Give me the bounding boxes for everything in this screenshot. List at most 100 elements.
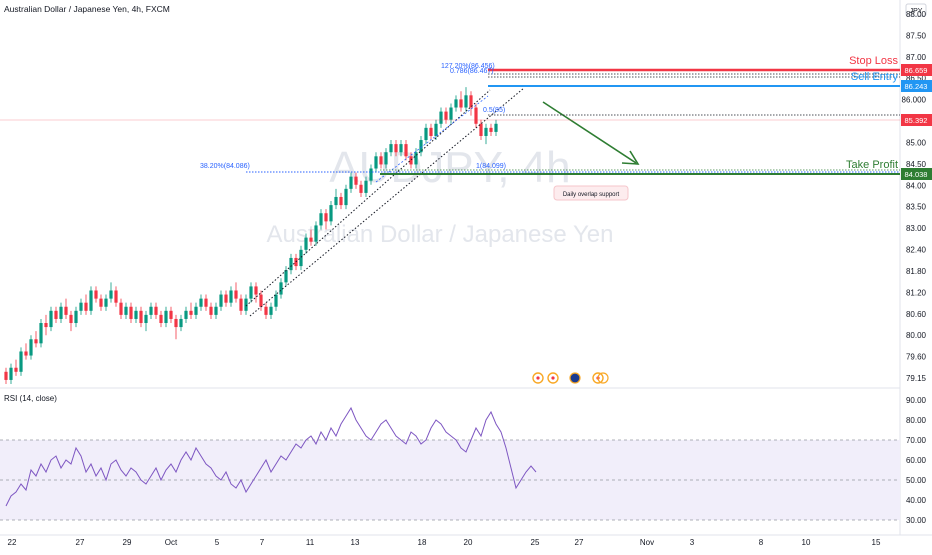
price-tick-label: 79.60 xyxy=(906,353,927,362)
event-marker-5[interactable] xyxy=(597,372,609,384)
candle-body xyxy=(239,298,243,311)
price-tick-label: 83.00 xyxy=(906,224,927,233)
candle-body xyxy=(49,310,53,328)
price-axis[interactable]: 88.0087.5087.0086.5086.00085.5085.0084.5… xyxy=(902,10,927,383)
candle-body xyxy=(459,99,463,108)
take-profit-tag-text: 84.038 xyxy=(905,170,928,179)
candle-body xyxy=(369,168,373,181)
candle-body xyxy=(334,196,338,206)
candle-body xyxy=(289,257,293,271)
candle-body xyxy=(324,213,328,222)
candle-body xyxy=(389,144,393,153)
candle-body xyxy=(409,156,413,165)
candle-body xyxy=(314,225,318,242)
stop-loss-tag[interactable] xyxy=(901,64,932,76)
rsi-tick-label: 90.00 xyxy=(906,396,927,405)
candle-body xyxy=(434,123,438,136)
candle-body xyxy=(44,323,48,328)
rsi-pane[interactable] xyxy=(0,406,900,521)
event-marker-1-dot xyxy=(536,376,540,380)
sell-entry-tag-text: 86.243 xyxy=(905,82,928,91)
candle-body xyxy=(169,310,173,319)
overlays xyxy=(245,87,640,317)
candle-body xyxy=(339,196,343,206)
date-tick-label: 25 xyxy=(531,538,540,547)
channel-inner[interactable] xyxy=(375,95,489,183)
currency-badge[interactable] xyxy=(905,3,927,17)
sell-entry-label[interactable]: Sell Entry xyxy=(851,71,899,83)
candle-body xyxy=(234,290,238,299)
candle-body xyxy=(209,306,213,315)
candle-body xyxy=(59,306,63,319)
price-tick-label: 80.00 xyxy=(906,331,927,340)
date-tick-label: 27 xyxy=(575,538,584,547)
date-axis[interactable]: 22 27 29 Oct 5 7 11 13 18 20 25 27 Nov 3 8 10 15 xyxy=(8,538,881,547)
candle-body xyxy=(9,367,13,380)
candle-body xyxy=(94,290,98,299)
candle-body xyxy=(204,298,208,307)
candle-body xyxy=(469,95,473,108)
current-price-tag-text: 85.392 xyxy=(905,116,928,125)
price-tick-label: 85.00 xyxy=(906,138,927,147)
price-tags: 86.659 86.243 85.392 84.038 xyxy=(901,64,932,180)
rsi-tick-label: 60.00 xyxy=(906,456,927,465)
price-tick-label: 81.20 xyxy=(906,288,927,297)
candle-body xyxy=(219,294,223,307)
candle-body xyxy=(114,290,118,303)
price-tick-label: 80.60 xyxy=(906,310,927,319)
candle-body xyxy=(134,310,138,319)
annotation-box[interactable] xyxy=(553,185,629,201)
candle-body xyxy=(489,127,493,132)
candle-body xyxy=(279,282,283,295)
candle-body xyxy=(404,144,408,157)
candle-body xyxy=(319,213,323,226)
candle-body xyxy=(154,306,158,315)
candle-body xyxy=(119,302,123,315)
candle-body xyxy=(399,144,403,153)
rsi-line[interactable] xyxy=(5,406,537,507)
candle-body xyxy=(464,95,468,108)
stop-loss-label[interactable]: Stop Loss xyxy=(849,55,898,67)
candle-body xyxy=(39,323,43,344)
candle-body xyxy=(229,290,233,303)
candle-body xyxy=(179,318,183,328)
candle-body xyxy=(349,176,353,189)
candle-body xyxy=(259,294,263,307)
candle-body xyxy=(4,371,8,380)
candle-body xyxy=(479,123,483,136)
sell-entry-tag[interactable] xyxy=(901,80,932,92)
date-tick-label: 11 xyxy=(306,538,315,547)
projection-arrow-head xyxy=(621,150,640,165)
candle-body xyxy=(254,286,258,295)
date-tick-label: 18 xyxy=(418,538,427,547)
price-tick-label: 84.50 xyxy=(906,160,927,169)
rsi-axis[interactable]: 90.00 80.00 70.00 60.00 50.00 40.00 30.00 xyxy=(906,396,927,525)
price-tick-label: 83.50 xyxy=(906,203,927,212)
candle-body xyxy=(74,310,78,324)
price-tick-label: 87.00 xyxy=(906,53,927,62)
date-tick-label: 7 xyxy=(260,538,265,547)
date-tick-label: 3 xyxy=(690,538,695,547)
candle-body xyxy=(299,249,303,267)
fib-half-label: 0.5(85) xyxy=(483,107,505,114)
candle-body xyxy=(79,302,83,311)
candle-body xyxy=(29,339,33,356)
flag-au-icon[interactable] xyxy=(569,372,581,384)
event-marker-2-dot xyxy=(551,376,555,380)
candle-body xyxy=(484,127,488,136)
candle-body xyxy=(439,111,443,124)
candle-body xyxy=(414,152,418,165)
take-profit-label[interactable]: Take Profit xyxy=(846,159,898,171)
candle-body xyxy=(284,270,288,283)
rsi-tick-label: 30.00 xyxy=(906,516,927,525)
rsi-tick-label: 70.00 xyxy=(906,436,927,445)
rsi-title[interactable]: RSI (14, close) xyxy=(4,394,57,403)
date-tick-label: Oct xyxy=(165,538,178,547)
current-price-tag[interactable] xyxy=(901,114,932,126)
candle-body xyxy=(34,339,38,344)
take-profit-tag[interactable] xyxy=(901,168,932,180)
fib-ext-label: 127.20%(86.456) xyxy=(441,63,495,70)
projection-arrow-shaft[interactable] xyxy=(542,101,637,164)
